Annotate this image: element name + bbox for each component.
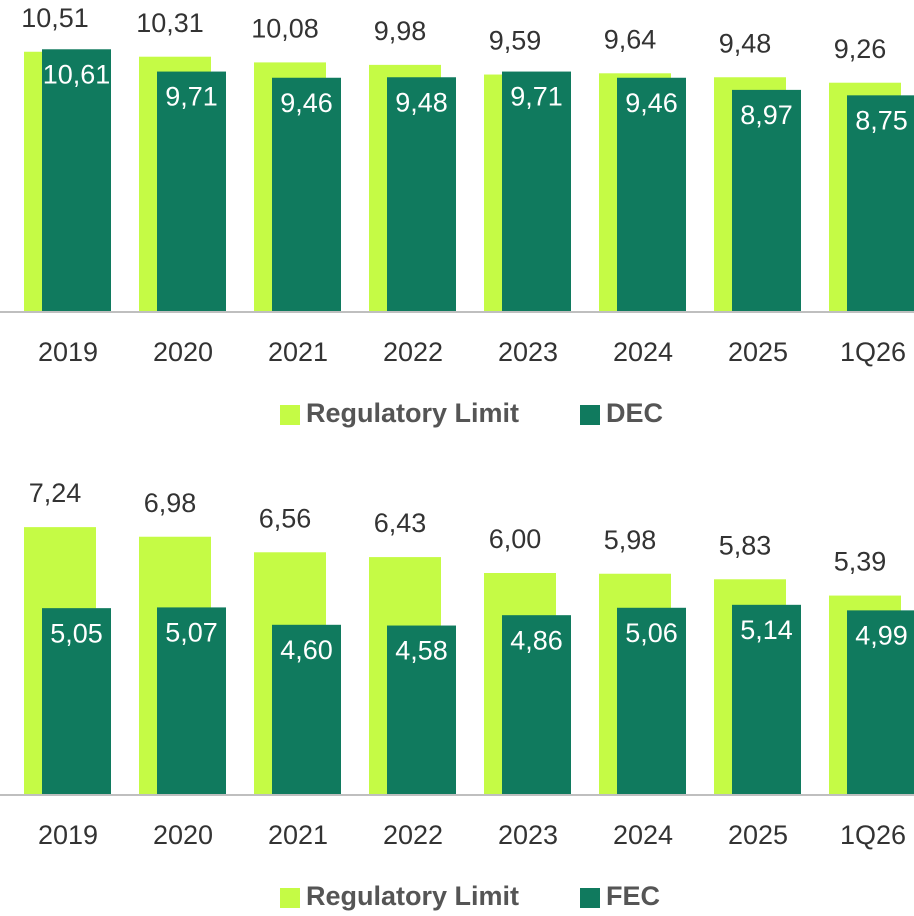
value-label: 9,71 [510,82,563,112]
x-tick-label: 2025 [728,820,788,850]
bar [387,625,456,795]
legend-swatch [580,888,600,908]
value-label: 10,08 [251,14,319,44]
value-label: 9,48 [395,87,448,117]
bar [42,608,111,795]
value-label: 5,07 [165,618,218,648]
bar [272,77,341,312]
x-tick-label: 2019 [38,337,98,367]
value-label: 10,51 [21,3,89,33]
value-label: 9,26 [834,34,887,64]
value-label: 9,48 [719,28,772,58]
x-tick-label: 2020 [153,337,213,367]
value-label: 6,56 [259,503,312,533]
bar [157,607,226,795]
value-label: 4,86 [510,625,563,655]
value-label: 6,98 [144,488,197,518]
bar [272,624,341,795]
legend-label: Regulatory Limit [306,398,519,428]
value-label: 5,14 [740,615,793,645]
bar [502,615,571,795]
x-tick-label: 2022 [383,820,443,850]
x-tick-label: 2023 [498,337,558,367]
value-label: 4,60 [280,635,333,665]
bar [732,89,801,312]
legend-label: Regulatory Limit [306,881,519,911]
bar [847,610,914,795]
x-tick-label: 1Q26 [840,337,906,367]
value-label: 10,31 [136,8,204,38]
value-label: 8,97 [740,100,793,130]
bar [387,77,456,312]
value-label: 5,83 [719,530,772,560]
x-tick-label: 2024 [613,820,673,850]
bar [157,71,226,312]
x-tick-label: 2021 [268,337,328,367]
value-label: 5,06 [625,618,678,648]
x-tick-label: 2020 [153,820,213,850]
legend-swatch [280,405,300,425]
value-label: 7,24 [29,478,82,508]
value-label: 5,39 [834,547,887,577]
bar [847,95,914,312]
value-label: 6,00 [489,524,542,554]
x-tick-label: 2019 [38,820,98,850]
value-label: 9,46 [280,88,333,118]
value-label: 9,71 [165,82,218,112]
bar [617,607,686,795]
value-label: 9,59 [489,26,542,56]
x-tick-label: 2024 [613,337,673,367]
value-label: 5,05 [50,618,103,648]
value-label: 9,46 [625,88,678,118]
bar [617,77,686,312]
x-tick-label: 1Q26 [840,820,906,850]
legend-label: DEC [606,398,663,428]
value-label: 9,98 [374,16,427,46]
value-label: 4,58 [395,636,448,666]
legend-swatch [280,888,300,908]
value-label: 6,43 [374,508,427,538]
value-label: 5,98 [604,525,657,555]
value-label: 8,75 [855,105,908,135]
bar [42,49,111,313]
value-label: 10,61 [43,59,111,89]
legend-swatch [580,405,600,425]
legend-label: FEC [606,881,660,911]
value-label: 9,64 [604,24,657,54]
bar [502,71,571,312]
bar [732,604,801,795]
x-tick-label: 2022 [383,337,443,367]
x-tick-label: 2025 [728,337,788,367]
x-tick-label: 2023 [498,820,558,850]
value-label: 4,99 [855,620,908,650]
x-tick-label: 2021 [268,820,328,850]
